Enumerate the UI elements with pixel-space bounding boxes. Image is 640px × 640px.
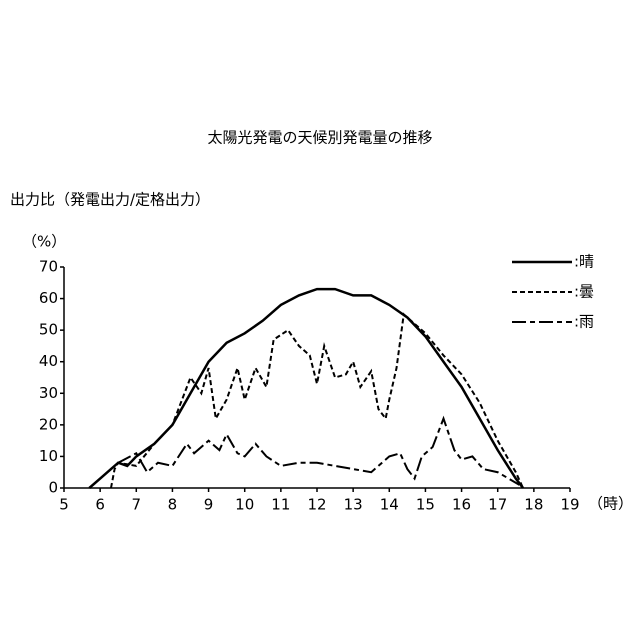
x-tick-label: 6 [95,496,105,514]
x-tick-label: 15 [416,496,435,514]
y-tick-label: 50 [39,321,58,339]
y-axis-label: 出力比（発電出力/定格出力） [10,191,210,209]
y-tick-label: 40 [39,352,58,370]
series-line [118,419,519,485]
x-tick-label: 8 [168,496,178,514]
chart-title: 太陽光発電の天候別発電量の推移 [207,129,432,147]
x-tick-label: 18 [524,496,543,514]
y-tick-label: 0 [48,479,58,497]
x-axis-label: （時） [588,495,633,513]
y-tick-label: 60 [39,289,58,307]
y-tick-label: 10 [39,447,58,465]
x-tick-label: 11 [271,496,290,514]
series-line [89,289,523,488]
chart: 太陽光発電の天候別発電量の推移 出力比（発電出力/定格出力） （%） （時） 0… [0,0,640,640]
x-tick-label: 9 [204,496,214,514]
y-tick-label: 20 [39,415,58,433]
x-tick-label: 14 [380,496,399,514]
y-tick-label: 70 [39,258,58,276]
x-tick-label: 12 [307,496,326,514]
x-tick-label: 7 [132,496,142,514]
x-tick-label: 16 [452,496,471,514]
x-tick-label: 10 [235,496,254,514]
x-tick-label: 19 [560,496,579,514]
x-tick-label: 13 [344,496,363,514]
legend-label: :晴 [574,253,594,271]
y-tick-label: 30 [39,384,58,402]
legend-label: :雨 [574,313,594,331]
page: {"chart_data": {"type": "line", "title":… [0,0,640,640]
y-axis-unit: （%） [22,233,66,251]
legend-label: :曇 [574,283,594,301]
x-tick-label: 5 [59,496,69,514]
x-tick-label: 17 [488,496,507,514]
